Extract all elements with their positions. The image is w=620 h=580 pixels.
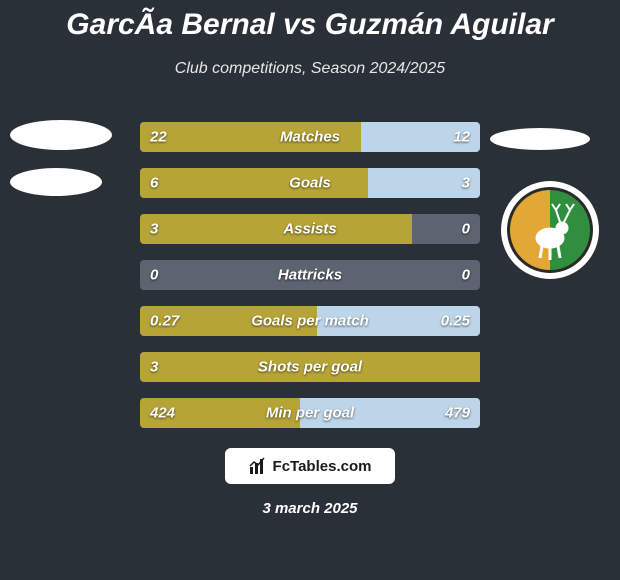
- page-subtitle: Club competitions, Season 2024/2025: [0, 60, 620, 78]
- stat-row: Matches22 12: [140, 122, 480, 152]
- stat-label: Shots per goal: [140, 359, 480, 376]
- stat-value-right: 3: [462, 175, 470, 192]
- stat-value-right: 479: [445, 405, 470, 422]
- team-badge: [500, 180, 600, 280]
- comparison-infographic: GarcÃ­a Bernal vs Guzmán Aguilar Club co…: [0, 0, 620, 580]
- stat-label: Min per goal: [140, 405, 480, 422]
- stat-value-right: 12: [453, 129, 470, 146]
- stat-value-right: 0: [462, 221, 470, 238]
- left-photo-placeholder: [10, 120, 112, 196]
- chart-icon: [249, 457, 267, 475]
- page-title: GarcÃ­a Bernal vs Guzmán Aguilar: [0, 8, 620, 42]
- stat-label: Goals per match: [140, 313, 480, 330]
- brand-box: FcTables.com: [225, 448, 395, 484]
- title-text: GarcÃ­a Bernal vs Guzmán Aguilar: [66, 8, 553, 41]
- badge-svg: [500, 180, 600, 280]
- stat-row: Hattricks0 0: [140, 260, 480, 290]
- stat-label: Hattricks: [140, 267, 480, 284]
- stat-label: Matches: [140, 129, 480, 146]
- stat-row: Goals6 3: [140, 168, 480, 198]
- stat-row: Goals per match0.27 0.25: [140, 306, 480, 336]
- stat-value-right: 0: [462, 267, 470, 284]
- stat-value-left: 3: [150, 221, 158, 238]
- stat-value-left: 424: [150, 405, 175, 422]
- ellipse-shape-1: [10, 120, 112, 150]
- ellipse-shape-2: [10, 168, 102, 196]
- stat-value-left: 22: [150, 129, 167, 146]
- right-ellipse-shape: [490, 128, 590, 150]
- stat-value-left: 3: [150, 359, 158, 376]
- stat-label: Assists: [140, 221, 480, 238]
- footer-date: 3 march 2025: [0, 500, 620, 517]
- footer-date-text: 3 march 2025: [262, 500, 357, 517]
- stat-value-left: 0: [150, 267, 158, 284]
- subtitle-text: Club competitions, Season 2024/2025: [175, 60, 445, 77]
- stat-row: Min per goal424 479: [140, 398, 480, 428]
- stat-row: Shots per goal3: [140, 352, 480, 382]
- stat-value-right: 0.25: [441, 313, 470, 330]
- stat-value-left: 0.27: [150, 313, 179, 330]
- stats-bars: Matches2212Goals63Assists30Hattricks00Go…: [140, 122, 480, 444]
- stat-row: Assists3 0: [140, 214, 480, 244]
- brand-text: FcTables.com: [273, 458, 372, 475]
- stat-label: Goals: [140, 175, 480, 192]
- stat-value-left: 6: [150, 175, 158, 192]
